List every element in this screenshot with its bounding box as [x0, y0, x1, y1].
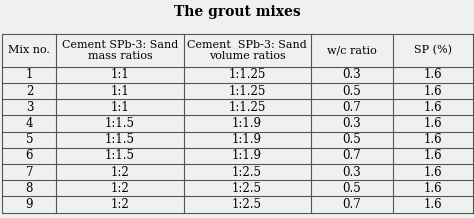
Text: 1:2: 1:2: [110, 166, 129, 179]
Text: 9: 9: [26, 198, 33, 211]
Text: 0.7: 0.7: [343, 101, 361, 114]
Text: 6: 6: [26, 149, 33, 162]
Text: 1.6: 1.6: [424, 149, 442, 162]
Text: 1:1.9: 1:1.9: [232, 133, 262, 146]
Text: Cement  SPb-3: Sand
volume ratios: Cement SPb-3: Sand volume ratios: [187, 39, 307, 61]
Text: 0.3: 0.3: [343, 68, 361, 82]
Text: 1:1: 1:1: [110, 101, 129, 114]
Text: 0.7: 0.7: [343, 149, 361, 162]
Text: Cement SPb-3: Sand
mass ratios: Cement SPb-3: Sand mass ratios: [62, 39, 178, 61]
Text: 1.6: 1.6: [424, 133, 442, 146]
Text: 1:2.5: 1:2.5: [232, 182, 262, 195]
Text: 1.6: 1.6: [424, 85, 442, 98]
Text: 0.3: 0.3: [343, 117, 361, 130]
Text: 1:2.5: 1:2.5: [232, 166, 262, 179]
Text: 5: 5: [26, 133, 33, 146]
Text: 1:2.5: 1:2.5: [232, 198, 262, 211]
Text: 0.3: 0.3: [343, 166, 361, 179]
Text: 1:2: 1:2: [110, 182, 129, 195]
Text: 1:2: 1:2: [110, 198, 129, 211]
Text: Mix no.: Mix no.: [9, 45, 50, 55]
Text: 1:1.25: 1:1.25: [228, 85, 266, 98]
Text: w/c ratio: w/c ratio: [327, 45, 377, 55]
Text: SP (%): SP (%): [414, 45, 452, 56]
Text: 1.6: 1.6: [424, 182, 442, 195]
Text: 1.6: 1.6: [424, 198, 442, 211]
Text: 1:1: 1:1: [110, 68, 129, 82]
Text: 0.5: 0.5: [343, 182, 361, 195]
Text: 1: 1: [26, 68, 33, 82]
Text: 1:1.5: 1:1.5: [105, 117, 135, 130]
Text: 1:1.25: 1:1.25: [228, 68, 266, 82]
Text: 4: 4: [26, 117, 33, 130]
Text: 1:1.5: 1:1.5: [105, 149, 135, 162]
Text: 3: 3: [26, 101, 33, 114]
Text: 0.7: 0.7: [343, 198, 361, 211]
Text: 0.5: 0.5: [343, 133, 361, 146]
Text: 1.6: 1.6: [424, 68, 442, 82]
Text: 0.5: 0.5: [343, 85, 361, 98]
Text: 1:1.25: 1:1.25: [228, 101, 266, 114]
Text: 1:1.9: 1:1.9: [232, 117, 262, 130]
Text: 8: 8: [26, 182, 33, 195]
Text: 7: 7: [26, 166, 33, 179]
Text: 1.6: 1.6: [424, 166, 442, 179]
Text: 1:1: 1:1: [110, 85, 129, 98]
Text: 1:1.9: 1:1.9: [232, 149, 262, 162]
Text: 2: 2: [26, 85, 33, 98]
Text: 1.6: 1.6: [424, 101, 442, 114]
Text: 1:1.5: 1:1.5: [105, 133, 135, 146]
Text: 1.6: 1.6: [424, 117, 442, 130]
Text: The grout mixes: The grout mixes: [173, 5, 301, 19]
